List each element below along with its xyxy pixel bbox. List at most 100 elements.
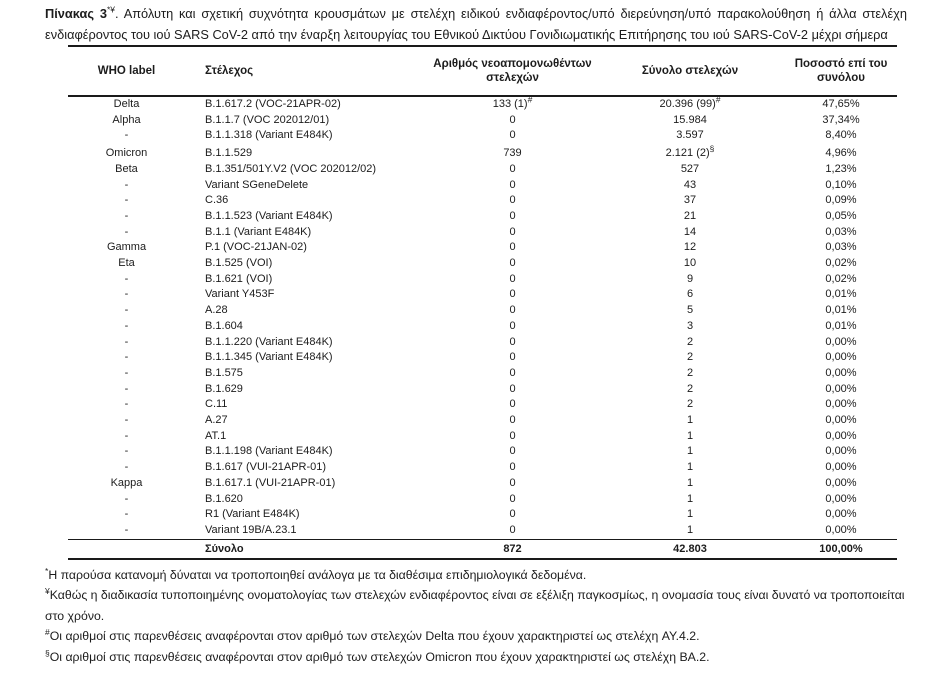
strain-cell: Variant Y453F [205,288,275,301]
percentage-cell: 0,01% [825,319,857,332]
footnote-text: Η παρούσα κατανομή δύναται να τροποποιηθ… [48,567,587,582]
table-row: - C.36 0 37 0,09% [68,193,897,209]
percentage-cell: 8,40% [825,129,857,142]
strain-cell: Variant SGeneDelete [205,178,309,191]
strain-cell: B.1.1.529 [205,147,253,160]
who-label-cell: Delta [113,98,140,110]
who-label-cell: - [124,523,129,536]
percentage-cell: 0,05% [825,209,857,222]
total-strains-cell: 2 [686,351,694,364]
new-isolates-cell: 0 [509,209,516,222]
table-row: - B.1.1.220 (Variant E484K) 0 2 0,00% [68,335,897,351]
who-label-cell: Alpha [112,113,141,126]
total-strains-cell: 10 [683,257,697,270]
who-label-cell: - [124,461,129,474]
new-isolates-cell: 0 [509,257,516,270]
table-row: - B.1.575 0 2 0,00% [68,366,897,382]
header-row: WHO label Στέλεχος Αριθμός νεοαπομονωθέν… [68,46,897,97]
new-isolates-cell: 0 [509,366,516,379]
table-footer: Σύνολο 872 42.803 100,00% [68,538,897,560]
table-row: - Variant SGeneDelete 0 43 0,10% [68,178,897,194]
new-isolates-cell: 0 [509,398,516,411]
percentage-cell: 0,02% [825,257,857,270]
strain-cell: B.1.575 [205,366,243,379]
strain-cell: A.27 [205,414,228,427]
table-row: Alpha B.1.1.7 (VOC 202012/01) 0 15.984 37,34… [68,113,897,129]
total-strains-cell: 21 [683,209,697,222]
section-footnote-marker: § [45,647,50,658]
who-label-cell: - [124,508,129,521]
strain-cell: B.1.629 [205,382,243,395]
strain-cell: B.1.1.345 (Variant E484K) [205,351,333,364]
total-strains-cell: 43 [683,178,697,191]
table-row: - AT.1 0 1 0,00% [68,429,897,445]
percentage-cell: 4,96% [825,147,857,160]
who-label-cell: - [124,272,129,285]
new-isolates-cell: 0 [509,492,516,505]
percentage-cell: 0,00% [825,492,857,505]
new-isolates-cell: 739 [503,147,522,160]
table-row: Beta B.1.351/501Y.V2 (VOC 202012/02) 0 527 1… [68,162,897,178]
percentage-cell: 0,00% [825,382,857,395]
total-strains-cell: 6 [686,288,694,301]
table-row: - B.1.621 (VOI) 0 9 0,02% [68,272,897,288]
strain-cell: C.36 [205,194,229,207]
new-isolates-cell: 0 [509,162,516,175]
total-strains-cell: 1 [686,508,694,521]
who-label-cell: - [124,398,129,411]
who-label-cell: - [124,414,129,427]
strain-cell: A.28 [205,304,228,317]
table-row: - B.1.617 (VUI-21APR-01) 0 1 0,00% [68,460,897,476]
strain-cell: B.1.621 (VOI) [205,272,273,285]
new-isolates-cell: 0 [509,382,516,395]
percentage-cell: 0,00% [825,523,857,536]
strain-cell: B.1.617.2 (VOC-21APR-02) [205,98,341,110]
new-isolates-cell: 0 [509,178,516,191]
percentage-cell: 0,01% [825,304,857,317]
total-strains-cell: 2.121 (2)§ [665,143,715,160]
table-row: - B.1.1.318 (Variant E484K) 0 3.597 8,40% [68,128,897,144]
total-strains-cell: 1 [686,429,694,442]
table-row: - B.1.1.198 (Variant E484K) 0 1 0,00% [68,444,897,460]
who-label-cell: - [124,492,129,505]
table-row: - C.11 0 2 0,00% [68,397,897,413]
total-strains-cell: 5 [686,304,694,317]
strain-cell: B.1.525 (VOI) [205,257,273,270]
total-strains-cell: 2 [686,382,694,395]
strain-cell: B.1.1.318 (Variant E484K) [205,129,333,142]
footnote-text: Οι αριθμοί στις παρενθέσεις αναφέρονται … [49,649,710,664]
total-empty-cell [68,538,185,560]
who-label-cell: - [124,304,129,317]
who-label-cell: - [124,335,129,348]
total-strains-cell: 2 [686,366,694,379]
col-header-percentage: Ποσοστό επί του συνόλου [785,46,897,97]
strain-cell: B.1.617 (VUI-21APR-01) [205,461,327,474]
col-header-total-strains: Σύνολο στελεχών [595,46,785,97]
strain-cell: B.1.1.7 (VOC 202012/01) [205,113,330,126]
caption-label: Πίνακας 3 [45,6,107,21]
strain-cell: R1 (Variant E484K) [205,508,300,521]
new-isolates-cell: 0 [509,288,516,301]
new-isolates-cell: 0 [509,461,516,474]
table-caption: Πίνακας 3*¥. Απόλυτη και σχετική συχνότη… [45,4,907,45]
yen-footnote-marker: ¥ [45,586,50,597]
who-label-cell: Beta [115,162,138,175]
total-strains-cell: 1 [686,414,694,427]
who-label-cell: - [124,178,129,191]
who-label-cell: - [124,429,129,442]
table-row: Kappa B.1.617.1 (VUI-21APR-01) 0 1 0,00% [68,476,897,492]
who-label-cell: - [124,319,129,332]
new-isolates-cell: 0 [509,225,516,238]
table-row: - A.27 0 1 0,00% [68,413,897,429]
footnote-delta: #Οι αριθμοί στις παρενθέσεις αναφέρονται… [45,626,907,647]
percentage-cell: 0,00% [825,335,857,348]
strain-cell: B.1.1.220 (Variant E484K) [205,335,333,348]
total-strains-cell: 37 [683,194,697,207]
total-new-isolates: 872 [430,538,595,560]
total-strains-cell: 1 [686,445,694,458]
total-strains-cell: 3 [686,319,694,332]
total-strains-cell: 2 [686,335,694,348]
percentage-cell: 0,00% [825,414,857,427]
new-isolates-cell: 0 [509,319,516,332]
strain-cell: B.1.1.198 (Variant E484K) [205,445,333,458]
